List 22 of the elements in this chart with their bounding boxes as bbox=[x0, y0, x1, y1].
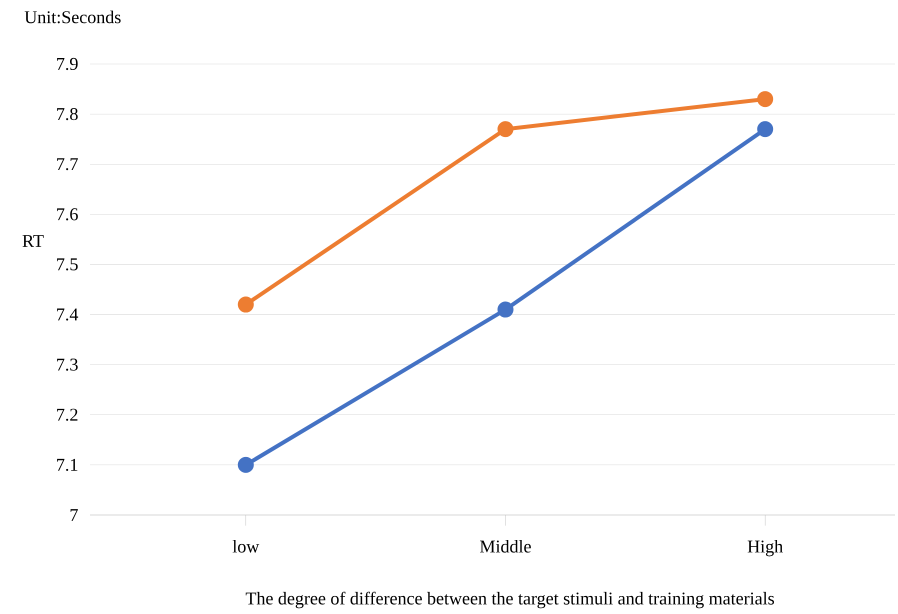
y-tick-label: 7.7 bbox=[57, 158, 78, 170]
y-tick-label: 7.1 bbox=[57, 458, 78, 471]
y-tick-label: 7 bbox=[70, 508, 78, 521]
x-tick-label: Middle bbox=[480, 540, 531, 552]
y-tick-label: 7.5 bbox=[57, 258, 78, 270]
point bbox=[238, 296, 254, 312]
y-axis-title: RT bbox=[22, 234, 44, 247]
text: Unit:Seconds bbox=[24, 10, 121, 24]
point bbox=[757, 121, 774, 138]
point bbox=[497, 301, 514, 318]
y-tick-label: 7.3 bbox=[57, 358, 78, 371]
x-axis-title: The degree of difference between the target stimuli and training materials bbox=[246, 592, 774, 608]
y-tick-label: 7.2 bbox=[57, 408, 78, 421]
y-tick-label: 7.6 bbox=[57, 208, 78, 220]
point bbox=[238, 456, 254, 473]
y-tick-label: 7.9 bbox=[57, 58, 78, 70]
x-tick-label: High bbox=[748, 540, 783, 556]
y-tick-label: 7.8 bbox=[57, 108, 78, 120]
point bbox=[497, 121, 514, 138]
y-tick-label: 7.4 bbox=[57, 308, 78, 320]
point bbox=[757, 90, 774, 107]
x-tick-label: low bbox=[232, 540, 260, 552]
